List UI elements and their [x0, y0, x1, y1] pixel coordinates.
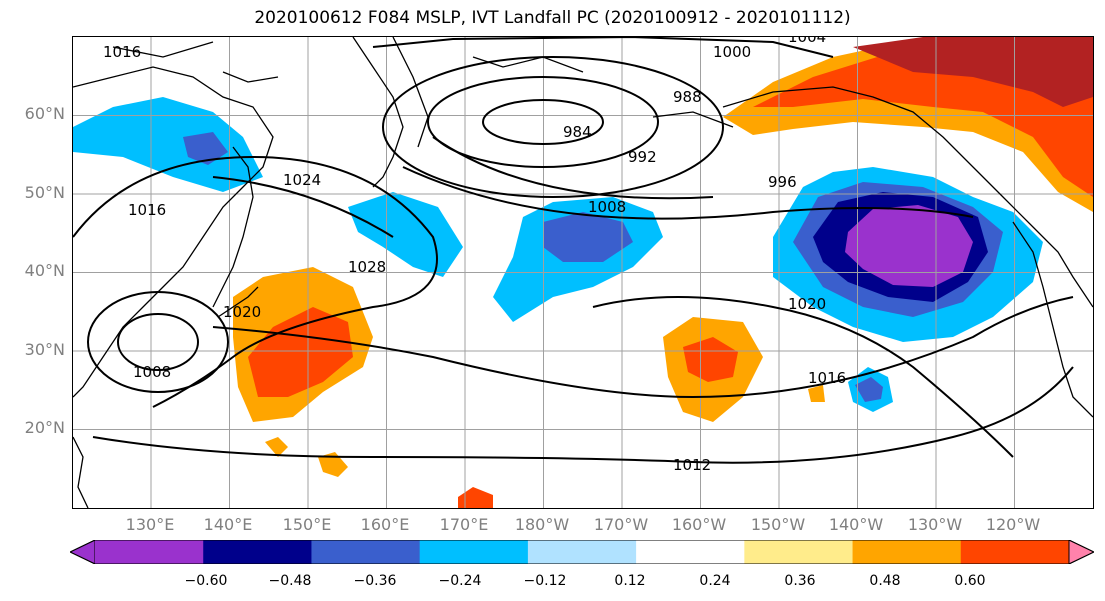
map-title: 2020100612 F084 MSLP, IVT Landfall PC (2…	[254, 8, 851, 28]
lat-label: 20°N	[24, 418, 65, 437]
colorbar-bin	[527, 540, 637, 564]
isobar-label: 1028	[348, 258, 386, 276]
colorbar-extension-low	[70, 540, 96, 564]
colorbar-bin	[636, 540, 745, 564]
lon-label: 140°E	[203, 515, 253, 534]
colorbar-bin	[311, 540, 421, 564]
colorbar-bin	[960, 540, 1070, 564]
colorbar-tick: 0.48	[869, 573, 901, 589]
negative-anomaly-subtropical-core	[855, 377, 883, 402]
ivt-shading	[73, 37, 1093, 508]
lon-label: 150°E	[282, 515, 332, 534]
colorbar-tick: 0.36	[784, 573, 816, 589]
positive-anomaly-small-3	[265, 437, 288, 457]
isobar-label: 1008	[588, 198, 626, 216]
lat-label: 50°N	[24, 183, 65, 202]
colorbar-extension-high	[1068, 540, 1094, 564]
colorbar-tick: −0.24	[438, 573, 482, 589]
lon-label: 120°W	[985, 515, 1041, 534]
positive-anomaly-small-1	[318, 452, 348, 477]
negative-anomaly-kuril	[348, 192, 463, 277]
isobar-label: 992	[628, 148, 657, 166]
lon-label: 170°E	[439, 515, 489, 534]
isobar-label: 1000	[713, 43, 751, 61]
positive-anomaly-hawaii-core	[683, 337, 738, 382]
positive-anomaly-alaska-strong	[853, 37, 1093, 107]
isobar-labels: 1016 1012 1016 1024 1028 1020 1008 1000 …	[103, 37, 846, 474]
negative-anomaly-northwest	[73, 97, 263, 192]
isobar-label: 1020	[223, 303, 261, 321]
colorbar	[70, 540, 1094, 564]
colorbar-tick: −0.12	[523, 573, 567, 589]
isobar-label: 996	[768, 173, 797, 191]
colorbar-bin	[419, 540, 529, 564]
negative-anomaly-northwest-core	[183, 132, 228, 165]
colorbar-tick: −0.36	[353, 573, 397, 589]
colorbar-bin	[744, 540, 854, 564]
lon-label: 170°W	[593, 515, 649, 534]
isobar-label: 988	[673, 88, 702, 106]
map-canvas: 1016 1012 1016 1024 1028 1020 1008 1000 …	[73, 37, 1093, 508]
lat-label: 30°N	[24, 340, 65, 359]
lat-label: 40°N	[24, 261, 65, 280]
colorbar-tick: −0.48	[268, 573, 312, 589]
negative-anomaly-ne-pacific-core	[845, 205, 973, 287]
positive-anomaly-west-pacific-core	[248, 307, 353, 397]
lon-label: 140°W	[828, 515, 884, 534]
isobar-label: 1016	[103, 43, 141, 61]
map-panel[interactable]: 1016 1012 1016 1024 1028 1020 1008 1000 …	[72, 36, 1094, 509]
isobar-label: 1016	[128, 201, 166, 219]
negative-anomaly-central-pacific-core	[543, 212, 633, 262]
isobar-label: 1004	[788, 37, 826, 46]
isobar-label: 1008	[133, 363, 171, 381]
lon-label: 130°W	[907, 515, 963, 534]
colorbar-tick: −0.60	[184, 573, 228, 589]
lat-label: 60°N	[24, 104, 65, 123]
colorbar-tick: 0.24	[699, 573, 731, 589]
colorbar-bin	[203, 540, 312, 564]
colorbar-tick: 0.12	[614, 573, 646, 589]
positive-anomaly-small-2	[458, 487, 493, 508]
lon-label: 160°E	[360, 515, 410, 534]
colorbar-tick: 0.60	[954, 573, 986, 589]
isobar-label: 1016	[808, 369, 846, 387]
colorbar-bin	[95, 540, 204, 564]
colorbar-bin	[852, 540, 962, 564]
isobar-label: 1020	[788, 295, 826, 313]
lon-label: 180°W	[514, 515, 570, 534]
lon-label: 150°W	[750, 515, 806, 534]
isobar-label: 1012	[673, 456, 711, 474]
positive-anomaly-small-4	[808, 385, 825, 402]
isobar-label: 984	[563, 123, 592, 141]
lon-label: 160°W	[671, 515, 727, 534]
lon-label: 130°E	[125, 515, 175, 534]
isobars	[73, 37, 1074, 464]
graticule	[73, 37, 1093, 508]
isobar-label: 1024	[283, 171, 321, 189]
